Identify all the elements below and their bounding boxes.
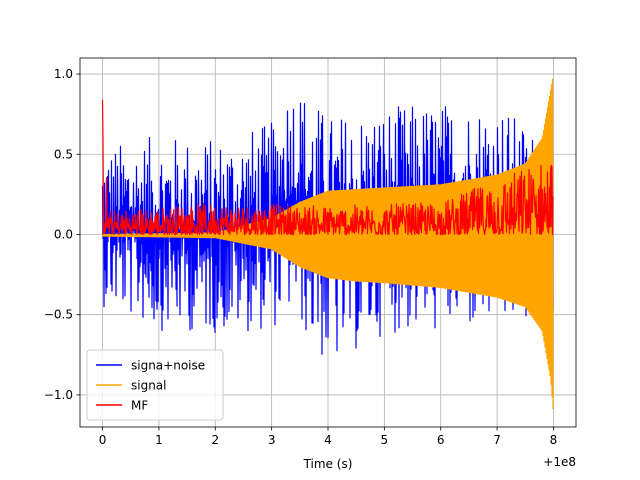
x-tick-label: 1 [155, 433, 163, 447]
legend-label: signal [131, 379, 167, 393]
y-tick-label: 1.0 [54, 67, 73, 81]
legend-box [86, 349, 224, 421]
x-tick-label: 2 [211, 433, 219, 447]
series-layer [101, 78, 554, 410]
legend-label: signa+noise [131, 359, 205, 373]
legend: signa+noise signal MF [86, 349, 224, 421]
x-tick-label: 8 [550, 433, 558, 447]
x-offset-label: +1e8 [543, 455, 576, 469]
x-tick-label: 7 [493, 433, 501, 447]
x-tick-label: 6 [437, 433, 445, 447]
x-tick-label: 4 [324, 433, 332, 447]
y-tick-label: −0.5 [44, 308, 73, 322]
x-axis-label: Time (s) [303, 457, 353, 471]
ticks: 0 1 2 3 4 5 6 7 8 1.0 0.5 0.0 −0.5 −1.0 [44, 67, 557, 447]
series-line-mf [101, 99, 554, 236]
y-tick-label: 0.0 [54, 227, 73, 241]
x-tick-label: 3 [268, 433, 276, 447]
legend-label: MF [131, 399, 148, 413]
y-tick-label: 0.5 [54, 147, 73, 161]
y-tick-label: −1.0 [44, 388, 73, 402]
x-tick-label: 5 [381, 433, 389, 447]
x-tick-label: 0 [99, 433, 107, 447]
